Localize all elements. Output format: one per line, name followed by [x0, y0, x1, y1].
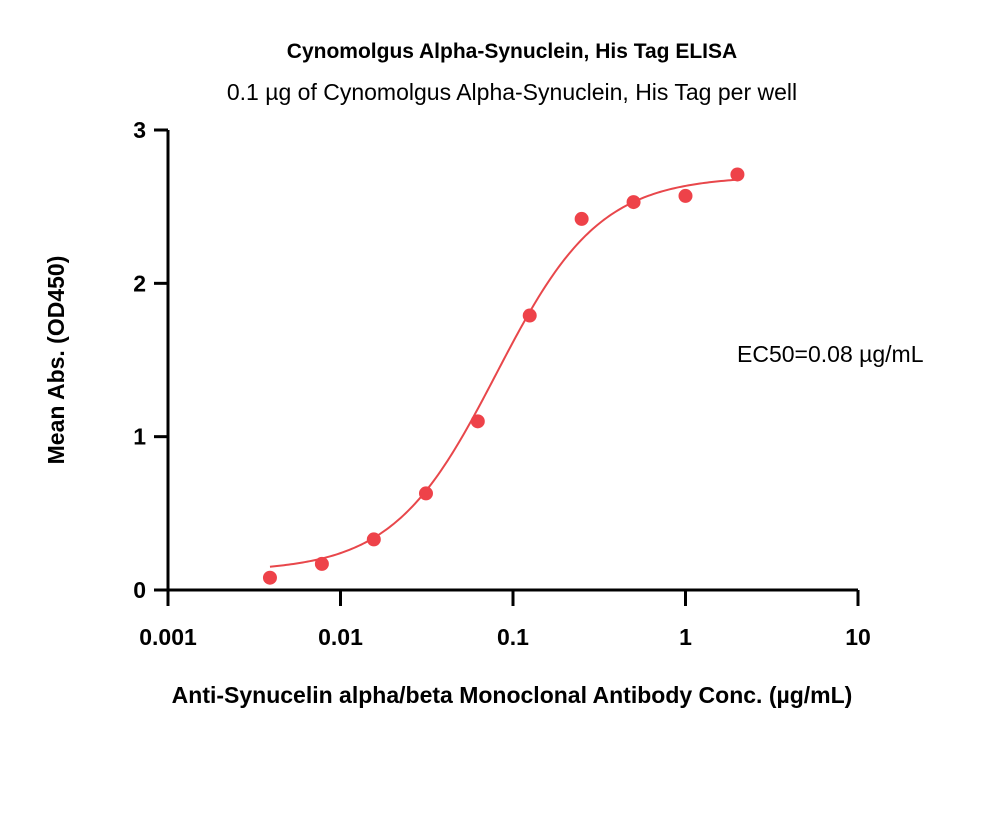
y-tick-label: 1 — [133, 424, 146, 450]
data-point — [574, 211, 589, 226]
chart-subtitle: 0.1 µg of Cynomolgus Alpha-Synuclein, Hi… — [227, 79, 797, 105]
data-point — [678, 188, 693, 203]
data-point — [522, 308, 537, 323]
data-point — [470, 414, 485, 429]
x-ticks: 0.001 0.01 0.1 1 10 — [139, 590, 871, 650]
x-tick-label: 0.1 — [497, 624, 529, 650]
x-tick-label: 0.01 — [318, 624, 363, 650]
y-tick-label: 2 — [133, 270, 146, 296]
fit-curve — [269, 178, 738, 568]
data-points — [262, 167, 745, 585]
x-axis-title: Anti-Synucelin alpha/beta Monoclonal Ant… — [172, 682, 853, 708]
ec50-annotation: EC50=0.08 µg/mL — [737, 341, 924, 367]
data-point — [314, 556, 329, 571]
y-tick-label: 0 — [133, 577, 146, 603]
x-tick-label: 1 — [679, 624, 692, 650]
data-point — [366, 532, 381, 547]
chart-title: Cynomolgus Alpha-Synuclein, His Tag ELIS… — [287, 40, 737, 63]
x-tick-label: 10 — [845, 624, 871, 650]
y-axis-title: Mean Abs. (OD450) — [43, 256, 69, 465]
y-ticks: 0 1 2 3 — [133, 117, 168, 603]
data-point — [626, 195, 641, 210]
data-point — [730, 167, 745, 182]
data-point — [418, 486, 433, 501]
x-tick-label: 0.001 — [139, 624, 197, 650]
y-tick-label: 3 — [133, 117, 146, 143]
data-point — [262, 570, 277, 585]
